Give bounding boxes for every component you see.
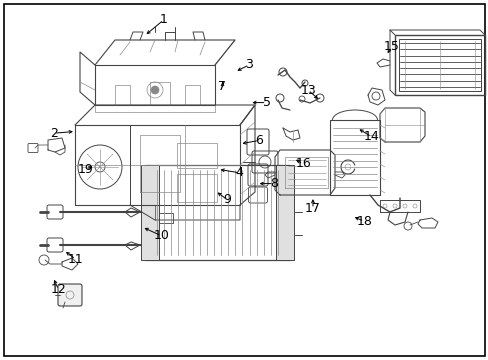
- Text: 14: 14: [363, 130, 379, 143]
- Bar: [141, 165, 159, 260]
- Text: 7: 7: [218, 80, 226, 93]
- Text: 9: 9: [223, 193, 231, 206]
- Ellipse shape: [151, 86, 159, 94]
- Bar: [398, 39, 480, 91]
- Bar: [394, 35, 484, 95]
- Bar: [177, 174, 217, 202]
- Text: 18: 18: [356, 215, 371, 228]
- Text: 4: 4: [235, 166, 243, 179]
- Text: 16: 16: [295, 157, 310, 170]
- Text: 6: 6: [255, 134, 263, 147]
- Text: 13: 13: [300, 84, 315, 96]
- Text: 15: 15: [383, 40, 398, 53]
- Text: 3: 3: [245, 58, 253, 71]
- Text: 17: 17: [305, 202, 320, 215]
- Bar: [275, 165, 293, 260]
- Text: 10: 10: [153, 229, 169, 242]
- Text: 2: 2: [50, 127, 58, 140]
- Text: 11: 11: [68, 253, 83, 266]
- Bar: [147, 213, 172, 223]
- FancyBboxPatch shape: [58, 284, 82, 306]
- Text: 1: 1: [160, 13, 167, 26]
- Text: 8: 8: [269, 177, 277, 190]
- Bar: [177, 143, 217, 167]
- Text: 19: 19: [78, 163, 93, 176]
- Bar: [145, 165, 289, 260]
- Text: 5: 5: [262, 96, 270, 109]
- Text: 12: 12: [51, 283, 66, 296]
